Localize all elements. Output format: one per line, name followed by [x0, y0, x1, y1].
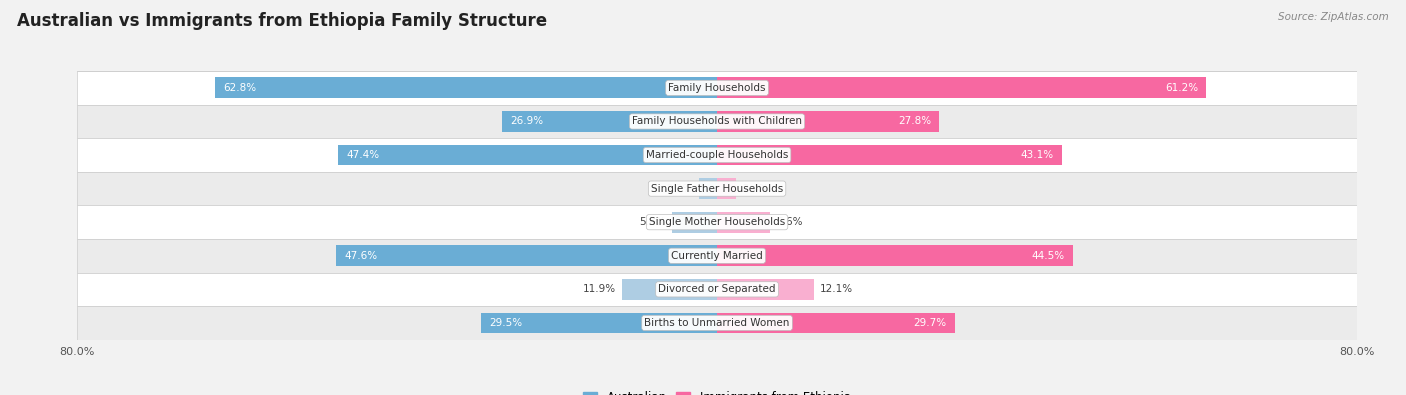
- Text: 2.2%: 2.2%: [666, 184, 693, 194]
- Text: Australian vs Immigrants from Ethiopia Family Structure: Australian vs Immigrants from Ethiopia F…: [17, 12, 547, 30]
- Text: 29.5%: 29.5%: [489, 318, 522, 328]
- Bar: [699, 178, 717, 199]
- Bar: [717, 245, 1073, 266]
- FancyBboxPatch shape: [77, 105, 1357, 138]
- Bar: [481, 312, 717, 333]
- Text: 29.7%: 29.7%: [914, 318, 946, 328]
- Text: 27.8%: 27.8%: [898, 117, 931, 126]
- Text: 61.2%: 61.2%: [1166, 83, 1198, 93]
- Bar: [672, 212, 717, 233]
- Text: Source: ZipAtlas.com: Source: ZipAtlas.com: [1278, 12, 1389, 22]
- Bar: [502, 111, 717, 132]
- Text: 44.5%: 44.5%: [1032, 251, 1064, 261]
- FancyBboxPatch shape: [77, 138, 1357, 172]
- Bar: [717, 312, 955, 333]
- Bar: [717, 145, 1062, 166]
- Bar: [717, 279, 814, 300]
- Bar: [337, 145, 717, 166]
- Text: 26.9%: 26.9%: [510, 117, 543, 126]
- Text: 11.9%: 11.9%: [582, 284, 616, 294]
- FancyBboxPatch shape: [77, 306, 1357, 340]
- Text: Family Households with Children: Family Households with Children: [633, 117, 801, 126]
- FancyBboxPatch shape: [77, 172, 1357, 205]
- Bar: [717, 212, 770, 233]
- Text: Single Mother Households: Single Mother Households: [650, 217, 785, 227]
- Text: 12.1%: 12.1%: [820, 284, 853, 294]
- Text: 5.6%: 5.6%: [640, 217, 666, 227]
- Text: 47.6%: 47.6%: [344, 251, 378, 261]
- Text: 47.4%: 47.4%: [346, 150, 380, 160]
- Text: Married-couple Households: Married-couple Households: [645, 150, 789, 160]
- Bar: [336, 245, 717, 266]
- FancyBboxPatch shape: [77, 205, 1357, 239]
- Bar: [717, 178, 737, 199]
- FancyBboxPatch shape: [77, 71, 1357, 105]
- Text: Single Father Households: Single Father Households: [651, 184, 783, 194]
- Bar: [215, 77, 717, 98]
- Text: 62.8%: 62.8%: [224, 83, 256, 93]
- FancyBboxPatch shape: [77, 273, 1357, 306]
- Bar: [621, 279, 717, 300]
- Bar: [717, 111, 939, 132]
- FancyBboxPatch shape: [77, 239, 1357, 273]
- Text: Births to Unmarried Women: Births to Unmarried Women: [644, 318, 790, 328]
- Text: Divorced or Separated: Divorced or Separated: [658, 284, 776, 294]
- Legend: Australian, Immigrants from Ethiopia: Australian, Immigrants from Ethiopia: [578, 387, 856, 395]
- Text: 2.4%: 2.4%: [742, 184, 769, 194]
- Text: 43.1%: 43.1%: [1021, 150, 1053, 160]
- Bar: [717, 77, 1206, 98]
- Text: Currently Married: Currently Married: [671, 251, 763, 261]
- Text: Family Households: Family Households: [668, 83, 766, 93]
- Text: 6.6%: 6.6%: [776, 217, 803, 227]
